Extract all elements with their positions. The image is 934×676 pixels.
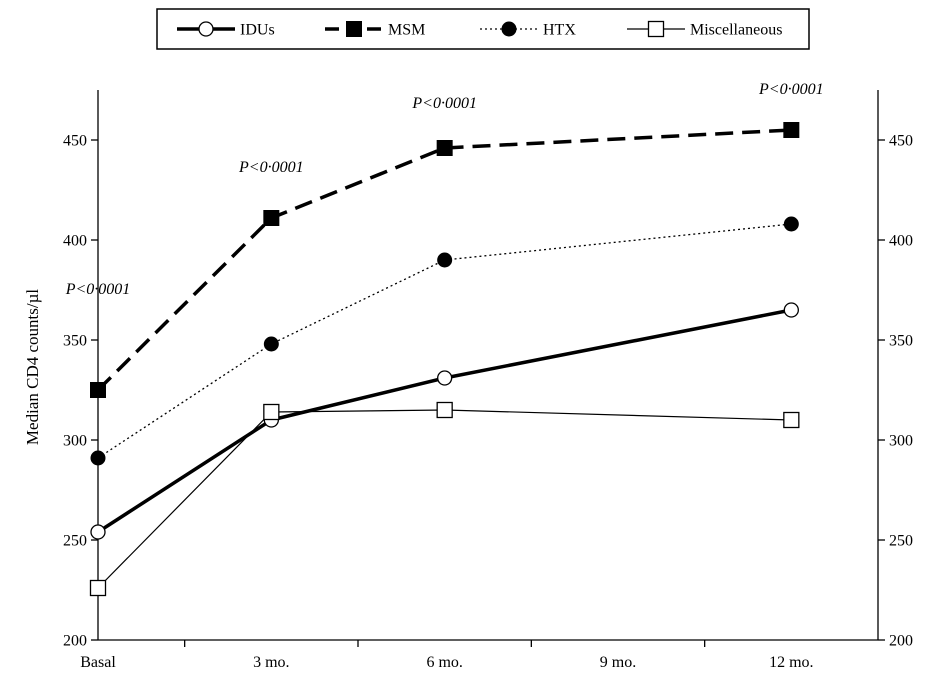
x-tick-label: 3 mo. xyxy=(253,654,289,671)
y-tick-label-left: 200 xyxy=(63,633,87,650)
data-point-idus xyxy=(437,370,453,386)
x-tick-label: Basal xyxy=(80,654,116,671)
p-value-annotation: P<0·0001 xyxy=(65,281,131,298)
data-point-miscellaneous xyxy=(783,411,800,429)
legend-label-msm: MSM xyxy=(388,22,425,39)
legend: IDUs MSM HTX Miscellaneous xyxy=(156,8,810,50)
data-point-htx xyxy=(263,336,279,352)
series-line-miscellaneous xyxy=(97,409,792,589)
data-point-miscellaneous xyxy=(436,401,453,419)
data-point-htx xyxy=(90,450,106,466)
y-tick-label-right: 350 xyxy=(889,333,913,350)
legend-label-htx: HTX xyxy=(543,22,576,39)
plot-area: 200 200 250 250 300 300 350 350 400 400 450 450 Basa… xyxy=(63,81,913,671)
p-value-annotation: P<0·0001 xyxy=(758,81,824,98)
y-tick-label-right: 250 xyxy=(889,533,913,550)
legend-marker-htx xyxy=(501,21,517,37)
data-point-htx xyxy=(783,216,799,232)
y-axis-label: Median CD4 counts/µl xyxy=(23,289,42,445)
y-tick-label-left: 300 xyxy=(63,433,87,450)
y-tick-label-left: 350 xyxy=(63,333,87,350)
y-tick-label-right: 400 xyxy=(889,233,913,250)
data-point-miscellaneous xyxy=(89,579,107,597)
series-line-msm xyxy=(96,128,792,392)
p-value-annotation: P<0·0001 xyxy=(238,159,304,176)
data-point-miscellaneous xyxy=(263,403,280,421)
legend-box xyxy=(156,8,810,50)
y-tick-label-left: 250 xyxy=(63,533,87,550)
p-value-annotation: P<0·0001 xyxy=(411,95,477,112)
legend-marker-msm xyxy=(346,21,362,37)
data-point-idus xyxy=(783,302,799,318)
data-point-msm xyxy=(90,382,106,398)
data-point-msm xyxy=(263,210,280,226)
y-tick-label-right: 300 xyxy=(889,433,913,450)
legend-marker-idus xyxy=(198,21,214,37)
x-tick-label: 9 mo. xyxy=(600,654,636,671)
x-tick-label: 12 mo. xyxy=(769,654,813,671)
y-tick-label-right: 450 xyxy=(889,133,913,150)
data-point-idus xyxy=(90,524,106,540)
x-tick-label: 6 mo. xyxy=(426,654,462,671)
legend-label-idus: IDUs xyxy=(240,22,275,39)
data-point-msm xyxy=(783,122,800,138)
data-point-msm xyxy=(436,140,453,156)
y-tick-label-left: 450 xyxy=(63,133,87,150)
y-tick-label-left: 400 xyxy=(63,233,87,250)
series-line-idus xyxy=(97,308,792,534)
legend-marker-miscellaneous xyxy=(647,20,665,38)
y-tick-label-right: 200 xyxy=(889,633,913,650)
legend-label-miscellaneous: Miscellaneous xyxy=(690,22,782,39)
data-point-htx xyxy=(437,252,453,268)
